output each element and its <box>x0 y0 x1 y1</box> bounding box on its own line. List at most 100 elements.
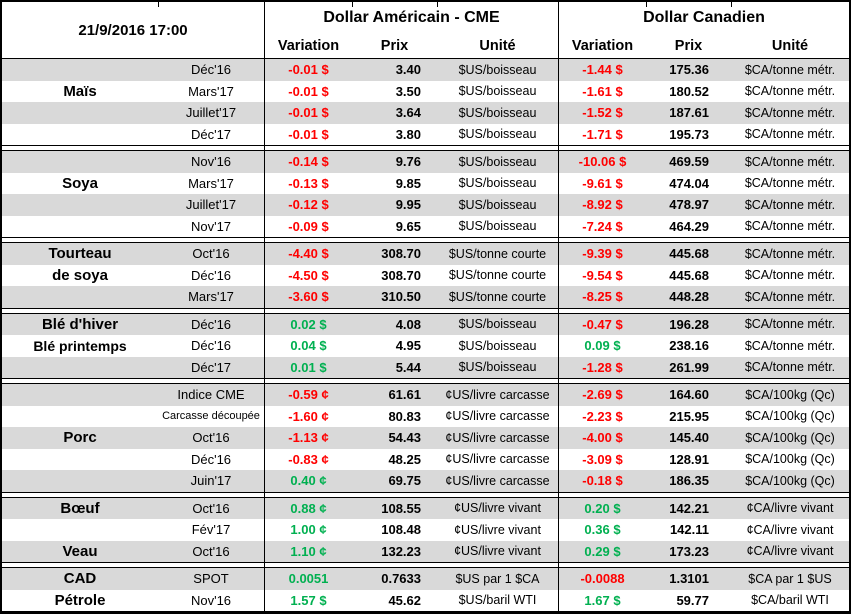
us-variation-cell: -0.01 $ <box>288 126 329 142</box>
ca-variation-cell: -1.61 $ <box>582 83 623 99</box>
us-variation-cell: -0.01 $ <box>288 83 329 99</box>
us-variation-cell: 0.40 ¢ <box>290 473 327 489</box>
ca-unit-cell: ¢CA/livre vivant <box>746 522 834 537</box>
contract-label: Fév'17 <box>158 519 265 541</box>
section-separator <box>2 378 849 384</box>
table-row: Porc Oct'16 -1.13 ¢ 54.43 ¢US/livre carcasse… <box>2 427 849 449</box>
us-unit-cell: $US/boisseau <box>437 194 559 216</box>
us-unit-cell: $US/tonne courte <box>437 243 559 265</box>
grid-tick <box>646 2 647 7</box>
commodity-label <box>2 59 158 81</box>
ca-unit-cell: $CA/tonne métr. <box>744 317 836 332</box>
us-price-cell: 308.70 <box>381 246 421 262</box>
ca-price-cell: 469.59 <box>669 154 709 170</box>
us-price-cell: 108.55 <box>381 500 421 516</box>
table-row: Juillet'17 -0.01 $ 3.64 $US/boisseau -1.52 $… <box>2 102 849 124</box>
us-unit-cell: $US/boisseau <box>437 356 559 378</box>
us-unit-cell: ¢US/livre vivant <box>437 540 559 562</box>
us-unit-cell: ¢US/livre carcasse <box>437 448 559 470</box>
us-price-cell: 132.23 <box>381 543 421 559</box>
ca-variation-cell: -10.06 $ <box>578 154 627 170</box>
us-variation-cell: -0.12 $ <box>288 197 329 213</box>
contract-label: Juillet'17 <box>158 194 265 216</box>
us-variation-cell: -3.60 $ <box>288 289 329 305</box>
ca-price-cell: 128.91 <box>669 451 709 467</box>
contract-label: Indice CME <box>158 384 265 406</box>
us-variation-cell: -4.40 $ <box>288 246 329 262</box>
us-price-cell: 108.48 <box>381 522 421 538</box>
us-variation-cell: -0.14 $ <box>288 154 329 170</box>
us-variation-cell: -0.83 ¢ <box>288 451 329 467</box>
us-dollar-section-title: Dollar Américain - CME <box>265 2 559 33</box>
commodity-label: Maïs <box>63 82 97 100</box>
us-variation-cell: -0.01 $ <box>288 105 329 121</box>
us-unit-cell: $US/boisseau <box>437 215 559 237</box>
section-tourteau: Tourteau Oct'16 -4.40 $ 308.70 $US/tonne cou… <box>2 243 849 308</box>
us-price-cell: 5.44 <box>395 359 421 375</box>
commodity-label <box>2 124 158 146</box>
table-row: CAD SPOT 0.0051 0.7633 $US par 1 $CA -0.0088 1… <box>2 568 849 590</box>
us-unit-cell: $US/baril WTI <box>437 589 559 611</box>
us-price-cell: 310.50 <box>381 289 421 305</box>
us-unit-cell: ¢US/livre vivant <box>437 519 559 541</box>
ca-unite-header: Unité <box>771 37 809 54</box>
commodity-label: Pétrole <box>54 591 106 609</box>
ca-unit-cell: $CA/baril WTI <box>751 593 829 608</box>
table-header: 21/9/2016 17:00 Dollar Américain - CME D… <box>2 2 849 59</box>
us-price-cell: 61.61 <box>388 387 421 403</box>
ca-unit-cell: ¢CA/livre vivant <box>746 501 834 516</box>
section-separator <box>2 562 849 568</box>
ca-unit-cell: $CA/100kg (Qc) <box>745 387 835 402</box>
ca-price-cell: 59.77 <box>676 592 709 608</box>
ca-unit-cell: ¢CA/livre vivant <box>746 544 834 559</box>
commodity-label <box>2 406 158 428</box>
ca-unit-cell: $CA/tonne métr. <box>744 127 836 142</box>
us-variation-cell: -0.09 $ <box>288 218 329 234</box>
ca-price-cell: 180.52 <box>669 83 709 99</box>
us-variation-cell: -4.50 $ <box>288 267 329 283</box>
table-row: Juin'17 0.40 ¢ 69.75 ¢US/livre carcasse -0.1… <box>2 470 849 492</box>
us-price-cell: 3.40 <box>395 62 421 78</box>
ca-variation-cell: -2.23 $ <box>582 408 623 424</box>
ca-price-cell: 173.23 <box>669 543 709 559</box>
us-price-cell: 45.62 <box>388 592 421 608</box>
ca-variation-cell: -8.92 $ <box>582 197 623 213</box>
us-unit-cell: $US/boisseau <box>437 123 559 145</box>
ca-variation-header: Variation <box>571 37 634 54</box>
contract-label: Déc'16 <box>158 448 265 470</box>
ca-variation-cell: -0.18 $ <box>582 473 623 489</box>
ca-unit-cell: $CA/100kg (Qc) <box>745 409 835 424</box>
ca-unit-cell: $CA/tonne métr. <box>744 105 836 120</box>
contract-label: Mars'17 <box>158 286 265 308</box>
ca-price-cell: 261.99 <box>669 359 709 375</box>
table-row: Maïs Mars'17 -0.01 $ 3.50 $US/boisseau -1.61 … <box>2 80 849 102</box>
grid-tick <box>437 2 438 7</box>
table-row: Nov'17 -0.09 $ 9.65 $US/boisseau -7.24 $ 464.… <box>2 215 849 237</box>
us-variation-cell: 1.00 ¢ <box>290 522 327 538</box>
table-row: Carcasse découpée -1.60 ¢ 80.83 ¢US/livre c… <box>2 405 849 428</box>
grid-tick <box>352 2 353 7</box>
ca-prix-header: Prix <box>674 37 703 54</box>
ca-price-cell: 142.11 <box>669 522 709 538</box>
us-price-cell: 69.75 <box>388 473 421 489</box>
ca-variation-cell: -9.61 $ <box>582 175 623 191</box>
table-row: Mars'17 -3.60 $ 310.50 $US/tonne courte -8.2… <box>2 286 849 308</box>
commodity-label: Veau <box>62 542 98 560</box>
contract-label: Déc'17 <box>158 123 265 145</box>
ca-unit-cell: $CA/tonne métr. <box>744 246 836 261</box>
contract-label: Déc'16 <box>158 335 265 357</box>
contract-label: Oct'16 <box>158 540 265 562</box>
section-ble: Blé d'hiver Déc'16 0.02 $ 4.08 $US/boisseau -… <box>2 313 849 378</box>
ca-variation-cell: 0.09 $ <box>584 338 621 354</box>
us-unit-cell: $US/boisseau <box>437 59 559 81</box>
table-row: Blé printemps Déc'16 0.04 $ 4.95 $US/boissea… <box>2 335 849 357</box>
us-variation-cell: -1.13 ¢ <box>288 430 329 446</box>
us-variation-header: Variation <box>277 37 340 54</box>
commodity-label <box>2 286 158 308</box>
commodity-label <box>2 519 158 541</box>
table-row: Tourteau Oct'16 -4.40 $ 308.70 $US/tonne cou… <box>2 243 849 265</box>
report-datetime: 21/9/2016 17:00 <box>2 2 265 58</box>
us-price-cell: 54.43 <box>388 430 421 446</box>
us-prix-header: Prix <box>380 37 409 54</box>
table-row: Soya Mars'17 -0.13 $ 9.85 $US/boisseau -9.61 … <box>2 172 849 194</box>
